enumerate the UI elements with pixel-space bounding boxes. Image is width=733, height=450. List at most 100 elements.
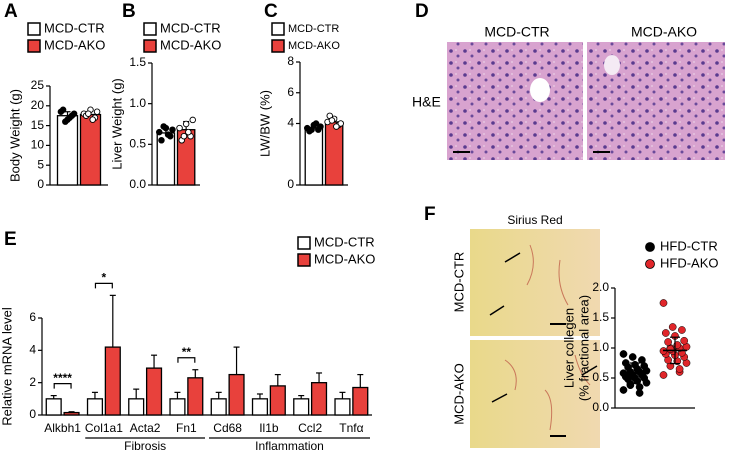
legend-swatch [27,39,41,53]
data-point [664,338,672,346]
legend-label: MCD-AKO [288,40,340,52]
bar [145,367,163,416]
panel-letter: E [4,229,17,250]
data-point [626,381,635,390]
bar [45,398,62,416]
legend-label: MCD-AKO [314,251,375,266]
data-point [160,123,167,130]
legend-label: MCD-AKO [160,37,221,52]
y-axis-label: Body Weight (g) [7,89,22,182]
histology-image [447,42,583,160]
significance-bracket [94,282,113,289]
bar [104,346,121,416]
x-tick-label: Cd68 [213,421,242,435]
data-point [333,123,340,130]
legend-label: HFD-AKO [660,255,719,270]
group-label: Inflammation [255,439,324,450]
data-point [328,117,336,124]
y-tick-label: 1.5 [592,310,609,324]
group-label: Fibrosis [124,439,166,450]
legend-label: MCD-CTR [314,234,375,249]
x-tick-label: Il1b [259,421,279,435]
data-point [659,371,668,379]
bar [293,398,310,416]
y-tick-label: 6 [287,85,294,99]
data-point [666,345,675,354]
y-axis-label: Liver collegen [561,308,576,388]
data-point [89,116,96,123]
y-tick-label: 20 [31,98,45,112]
bar [187,377,204,416]
y-tick-label: 5 [37,157,44,171]
bar [56,115,79,186]
legend-swatch [143,39,157,53]
vessel [604,55,620,75]
collagen-fiber [504,244,591,431]
data-point [70,110,78,117]
data-point [668,323,677,331]
data-point [62,118,69,125]
y-tick-label: 0.0 [592,400,609,414]
legend-marker [645,259,655,269]
significance-bracket [177,357,196,363]
y-tick-label: 6 [29,310,36,324]
y-tick-label: 1.0 [592,340,609,354]
y-tick-label: 1.0 [129,96,146,110]
bar [310,382,328,416]
data-point [169,126,176,133]
y-tick-label: 1.5 [129,55,146,69]
y-tick-label: 10 [31,138,45,152]
y-axis-label: (% fractional area) [576,295,591,401]
panel-letter: D [415,1,429,22]
y-tick-label: 4 [287,116,294,130]
y-axis-label: LW/BW (%) [257,90,272,157]
data-point [66,114,73,121]
y-axis-label: Relative mRNA level [0,307,14,426]
y-tick-label: 0.0 [129,177,146,191]
data-point [158,137,165,144]
legend-label: MCD-AKO [44,37,105,52]
significance-label: **** [53,371,72,385]
vessel [530,78,550,102]
data-point [308,126,315,133]
bar [352,386,369,416]
data-point [678,326,686,334]
y-tick-label: 0.5 [129,137,146,151]
column-label: MCD-CTR [484,24,549,40]
data-point [675,365,684,373]
legend-label: HFD-CTR [660,238,718,253]
bar [210,398,227,416]
legend-label: MCD-CTR [44,20,105,35]
image-title: Sirius Red [507,213,562,227]
row-label: MCD-AKO [451,363,466,424]
data-point [59,106,67,114]
x-tick-label: Col1a1 [85,421,123,435]
bar [304,127,324,186]
legend-marker [645,242,655,252]
panel-letter: A [4,1,18,22]
x-tick-label: Fn1 [176,421,197,435]
x-tick-label: Acta2 [130,421,161,435]
data-point [189,116,196,124]
data-point [164,131,172,138]
bar [324,121,344,186]
y-axis-label: Liver Weight (g) [109,78,124,170]
bar [128,398,145,416]
legend-swatch [297,253,311,267]
legend-swatch [271,22,285,36]
data-point [621,359,630,367]
arrow [489,252,598,403]
panel-letter: F [424,204,436,225]
legend-swatch [27,22,41,36]
x-tick-label: Tnfα [339,421,363,435]
data-point [156,128,163,136]
data-point [680,336,689,345]
y-tick-label: 0.5 [592,370,609,384]
y-tick-label: 15 [31,118,45,132]
y-tick-label: 2.0 [592,280,609,294]
sirius-image [470,229,600,336]
row-label: MCD-CTR [451,252,466,313]
bar [86,398,104,416]
panel-letter: C [264,1,278,22]
